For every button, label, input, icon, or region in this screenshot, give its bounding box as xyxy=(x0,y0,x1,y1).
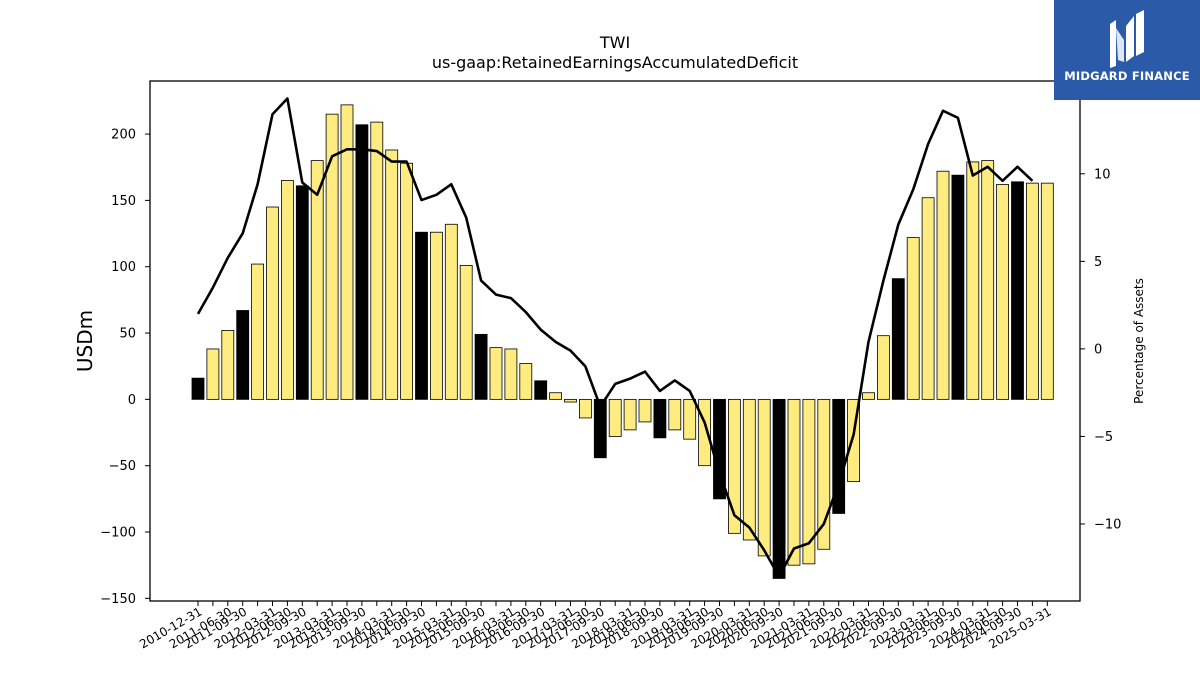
bar xyxy=(981,160,995,400)
bar xyxy=(608,398,622,437)
bar xyxy=(429,231,443,400)
brand-logo: MIDGARD FINANCE xyxy=(1054,0,1200,100)
midgard-logo-icon xyxy=(1110,10,1144,68)
y-right-tick-label: 0 xyxy=(1094,342,1102,357)
bar xyxy=(459,264,473,400)
bar xyxy=(519,363,533,400)
percentage-line xyxy=(196,97,1034,578)
bar xyxy=(504,348,518,400)
bar xyxy=(534,380,548,400)
bar xyxy=(996,184,1009,400)
bar xyxy=(400,162,414,400)
bar xyxy=(802,398,816,565)
y-axis-left: −150 −100 −50 0 50 100 150 200 xyxy=(100,128,150,607)
bar xyxy=(966,161,980,400)
bar xyxy=(951,174,965,400)
bar xyxy=(891,278,905,400)
bar xyxy=(638,398,652,423)
y-right-tick-label: 5 xyxy=(1094,255,1102,270)
bar xyxy=(579,398,592,419)
bar xyxy=(206,348,220,400)
bar xyxy=(593,398,607,459)
bar xyxy=(653,398,667,439)
bar xyxy=(415,231,428,400)
bar xyxy=(564,398,577,403)
bar xyxy=(444,223,458,400)
bar xyxy=(817,398,831,550)
bar xyxy=(1026,182,1039,400)
bar xyxy=(728,398,741,534)
bar xyxy=(325,113,339,400)
bar xyxy=(623,398,637,431)
chart-subtitle: us-gaap:RetainedEarningsAccumulatedDefic… xyxy=(432,53,798,72)
bar xyxy=(340,104,354,400)
bar xyxy=(877,335,890,400)
bar xyxy=(489,347,503,400)
chart-title: TWI xyxy=(599,33,630,52)
bar xyxy=(668,398,682,431)
y-axis-right: −10 −5 0 5 10 xyxy=(1080,167,1121,532)
bar xyxy=(280,180,294,400)
bar xyxy=(832,398,846,514)
bar xyxy=(355,124,369,400)
bar xyxy=(370,121,384,400)
bar xyxy=(1011,181,1024,400)
y-tick-label: −150 xyxy=(100,592,136,607)
bar xyxy=(787,398,801,566)
y-right-tick-label: −5 xyxy=(1094,430,1113,445)
bar xyxy=(221,329,235,400)
y-right-tick-label: −10 xyxy=(1094,517,1121,532)
bar xyxy=(251,263,265,400)
bar xyxy=(906,237,920,400)
bar xyxy=(236,310,250,400)
y-axis-label-right: Percentage of Assets xyxy=(1132,278,1146,404)
y-tick-label: −100 xyxy=(100,526,136,541)
bar xyxy=(474,333,488,400)
y-axis-label-left: USDm xyxy=(73,310,97,372)
bar xyxy=(921,197,935,400)
y-tick-label: 0 xyxy=(128,393,136,408)
bar xyxy=(295,185,309,400)
bar xyxy=(862,392,875,400)
bar xyxy=(772,398,786,579)
y-tick-label: 150 xyxy=(111,194,136,209)
x-axis: 2010-12-312011-06-302011-09-302012-03-31… xyxy=(137,601,1054,651)
bar xyxy=(385,149,399,400)
line-series-group xyxy=(196,97,1034,578)
y-tick-label: 50 xyxy=(119,327,136,342)
bar xyxy=(310,160,324,400)
bar xyxy=(549,392,562,400)
brand-name: MIDGARD FINANCE xyxy=(1064,69,1190,83)
bar xyxy=(936,170,950,400)
y-tick-label: 200 xyxy=(111,128,136,143)
y-tick-label: −50 xyxy=(109,459,136,474)
y-right-tick-label: 10 xyxy=(1094,167,1111,182)
bar xyxy=(683,398,697,440)
y-tick-label: 100 xyxy=(111,260,136,275)
bar xyxy=(191,377,205,400)
bar xyxy=(742,398,756,541)
bar-series xyxy=(191,104,1054,579)
bar xyxy=(1040,182,1054,400)
bar xyxy=(266,206,279,400)
bar xyxy=(757,398,771,557)
